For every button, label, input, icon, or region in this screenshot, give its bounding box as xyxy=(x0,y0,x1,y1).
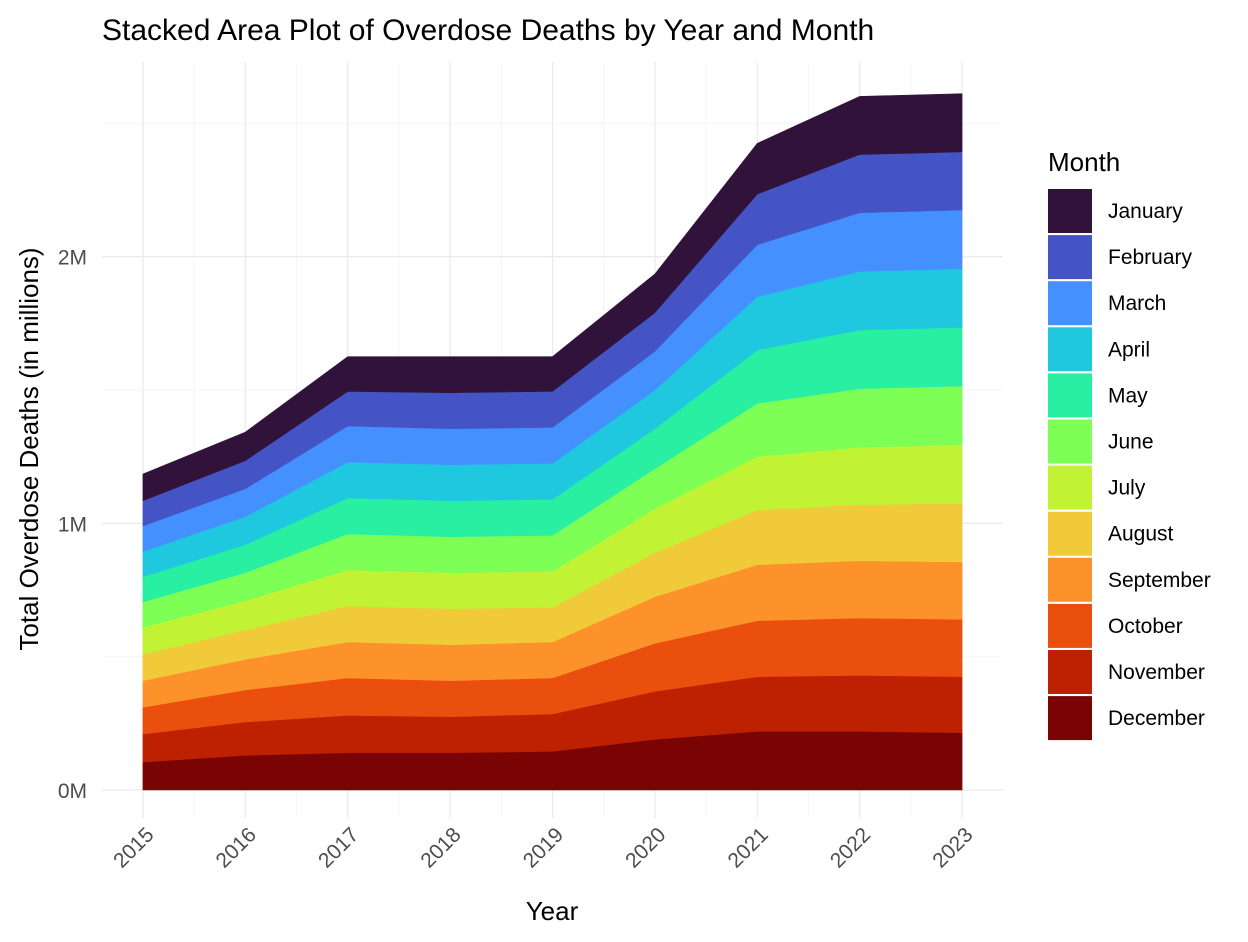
x-tick-label: 2020 xyxy=(621,823,670,872)
legend-swatch xyxy=(1048,557,1092,602)
x-axis-ticks: 2015 2016 2017 2018 2019 2020 2021 2022 2023 xyxy=(109,823,977,872)
x-tick-label: 2016 xyxy=(212,823,261,872)
legend-item-may: May xyxy=(1048,373,1148,418)
y-tick-label: 0M xyxy=(58,780,87,803)
legend-item-february: February xyxy=(1048,235,1193,280)
x-axis-title: Year xyxy=(526,896,579,926)
legend-swatch xyxy=(1048,511,1092,556)
y-axis-ticks: 0M 1M 2M xyxy=(58,247,87,803)
legend-swatch xyxy=(1048,373,1092,418)
legend-item-november: November xyxy=(1048,650,1205,694)
y-tick-label: 2M xyxy=(58,247,87,270)
legend-item-january: January xyxy=(1048,189,1183,233)
legend-label: January xyxy=(1108,200,1183,223)
legend-label: February xyxy=(1108,246,1193,269)
x-tick-label: 2017 xyxy=(314,823,363,872)
legend-swatch xyxy=(1048,189,1092,233)
legend-item-march: March xyxy=(1048,281,1166,326)
legend-swatch xyxy=(1048,465,1092,510)
legend-label: October xyxy=(1108,615,1183,638)
legend: Month January February March April May June Ju… xyxy=(1048,147,1211,741)
legend-label: June xyxy=(1108,431,1154,454)
legend-swatch xyxy=(1048,696,1092,741)
legend-items: January February March April May June July Augu… xyxy=(1048,189,1211,741)
x-tick-label: 2019 xyxy=(519,823,568,872)
x-tick-label: 2021 xyxy=(724,823,773,872)
legend-label: August xyxy=(1108,523,1174,546)
y-axis-title: Total Overdose Deaths (in millions) xyxy=(14,247,44,650)
legend-label: November xyxy=(1108,661,1205,684)
area-layers xyxy=(142,93,963,791)
x-tick-label: 2022 xyxy=(826,823,875,872)
x-tick-label: 2015 xyxy=(109,823,158,872)
legend-item-december: December xyxy=(1048,696,1205,741)
legend-item-september: September xyxy=(1048,557,1211,602)
legend-swatch xyxy=(1048,235,1092,280)
legend-swatch xyxy=(1048,281,1092,326)
legend-title: Month xyxy=(1048,147,1120,177)
legend-swatch xyxy=(1048,327,1092,372)
legend-label: March xyxy=(1108,292,1166,315)
area-january xyxy=(142,93,963,502)
legend-label: May xyxy=(1108,384,1148,407)
x-tick-label: 2018 xyxy=(416,823,465,872)
legend-label: April xyxy=(1108,338,1150,361)
chart-title: Stacked Area Plot of Overdose Deaths by … xyxy=(102,14,874,47)
legend-swatch xyxy=(1048,419,1092,464)
legend-swatch xyxy=(1048,650,1092,694)
legend-item-july: July xyxy=(1048,465,1146,510)
legend-label: September xyxy=(1108,569,1211,592)
x-tick-label: 2023 xyxy=(928,823,977,872)
legend-item-april: April xyxy=(1048,327,1150,372)
legend-item-june: June xyxy=(1048,419,1154,464)
legend-item-october: October xyxy=(1048,603,1183,648)
legend-swatch xyxy=(1048,603,1092,648)
legend-label: July xyxy=(1108,477,1146,500)
y-tick-label: 1M xyxy=(58,513,87,536)
legend-item-august: August xyxy=(1048,511,1174,556)
legend-label: December xyxy=(1108,707,1205,730)
